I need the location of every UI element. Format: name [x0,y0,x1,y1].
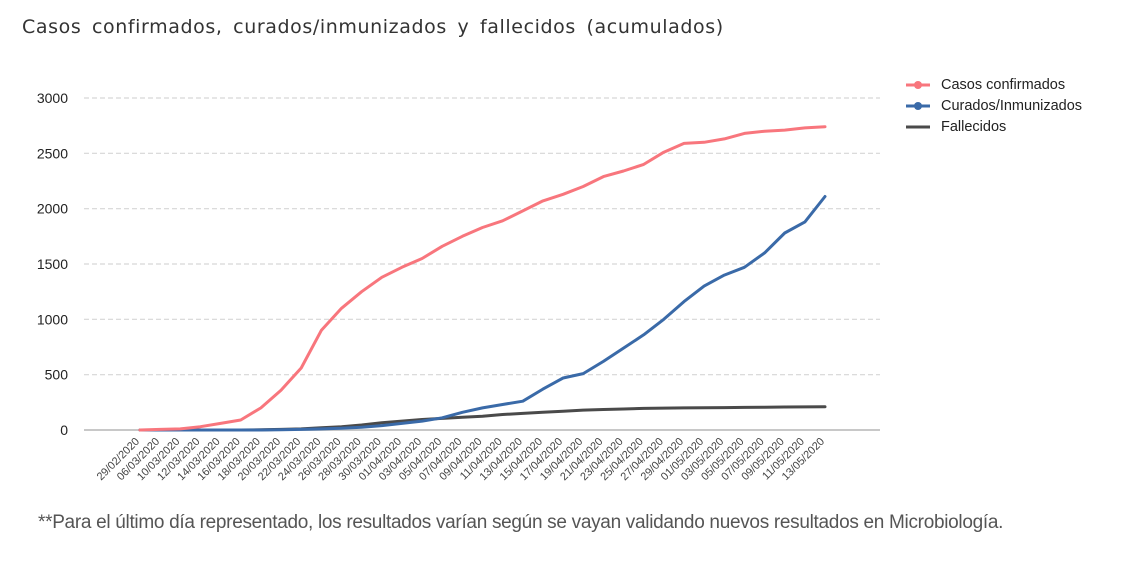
legend-label: Fallecidos [941,118,1007,135]
y-tick-label: 1000 [37,311,68,327]
y-axis: 0 500 1000 1500 2000 2500 3000 [37,90,68,438]
legend-item-confirmados[interactable]: Casos confirmados [905,74,1082,95]
gridlines [84,97,880,431]
y-tick-label: 1500 [37,256,68,272]
y-tick-label: 2500 [37,145,68,161]
series-line [138,125,827,432]
line-marker-icon [906,80,930,89]
legend: Casos confirmados Curados/Inmunizados Fa… [905,74,1082,137]
line-marker-icon [906,101,930,110]
y-tick-label: 500 [45,367,69,383]
footnote: **Para el último día representado, los r… [38,512,1004,533]
y-tick-label: 2000 [37,201,68,217]
series-line [138,195,827,432]
x-axis: 29/02/202006/03/202010/03/202012/03/2020… [95,436,827,483]
legend-item-curados[interactable]: Curados/Inmunizados [905,95,1082,116]
y-tick-label: 0 [60,422,68,438]
chart-title: Casos confirmados, curados/inmunizados y… [22,16,724,38]
series-lines [138,125,827,432]
y-tick-label: 3000 [37,90,68,106]
line-icon [906,125,930,128]
legend-item-fallecidos[interactable]: Fallecidos [905,116,1082,137]
legend-label: Curados/Inmunizados [941,97,1083,114]
legend-label: Casos confirmados [941,76,1066,93]
